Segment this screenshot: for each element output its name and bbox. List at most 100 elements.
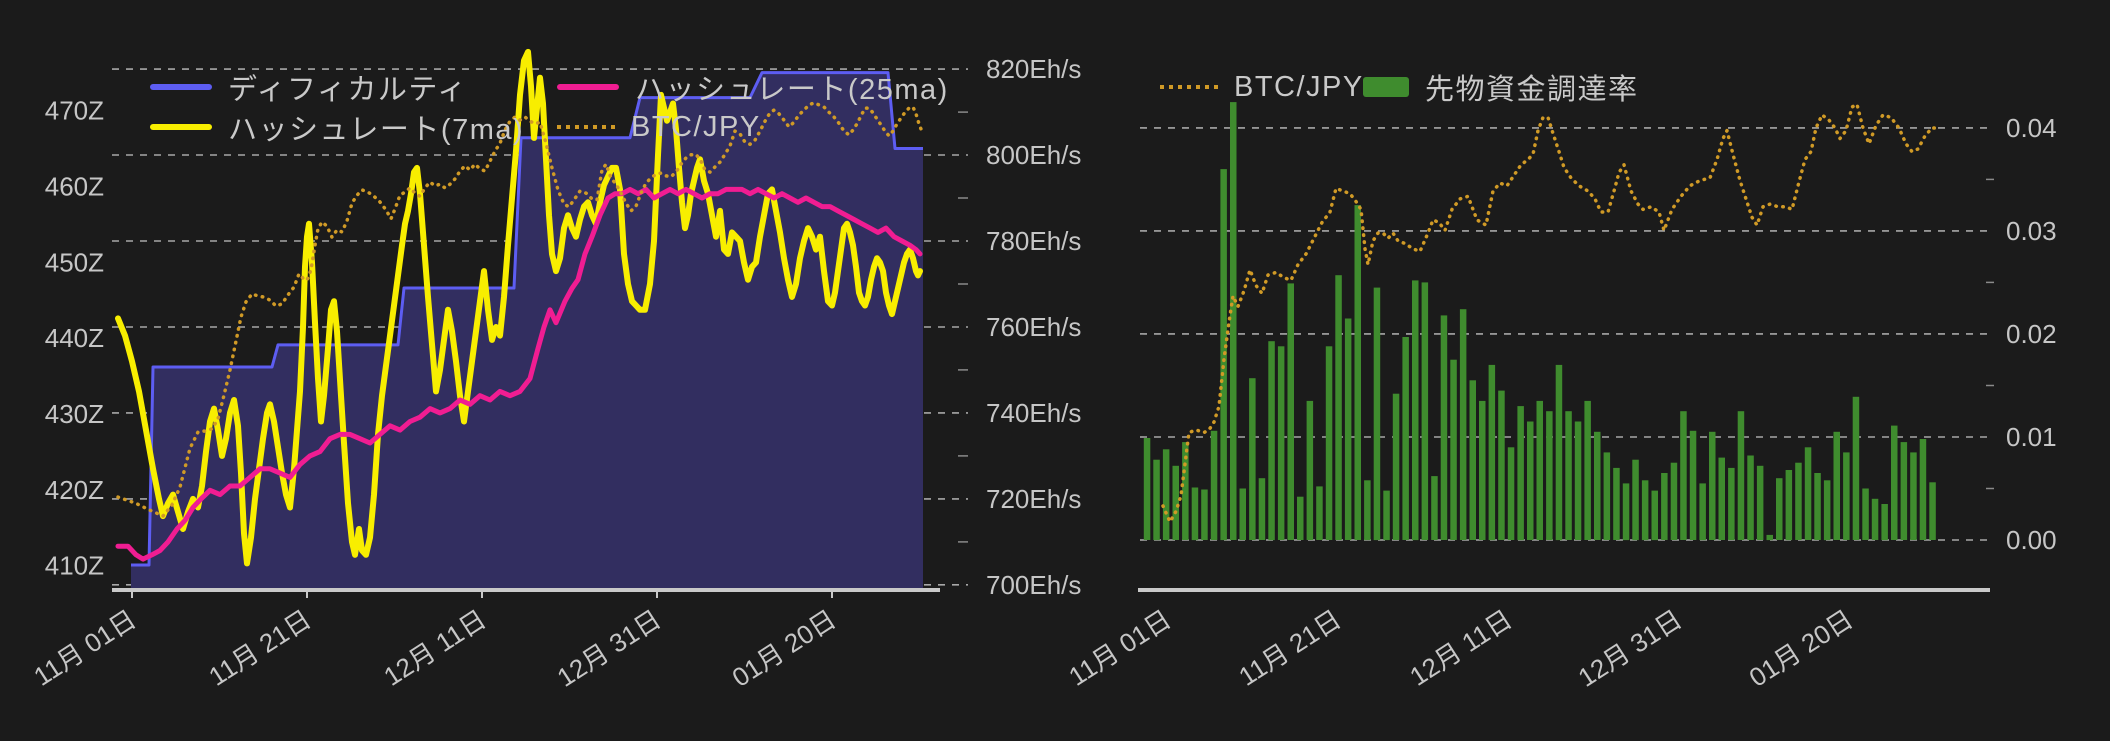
funding-bar [1584,400,1591,540]
x-tick-label: 11月 01日 [28,604,141,692]
funding-bar [1756,465,1764,540]
legend-item-funding-rate[interactable]: 先物資金調達率 [1363,70,1639,106]
legend-label-difficulty: ディフィカルティ [228,74,468,106]
funding-bar [1929,482,1936,540]
funding-bar [1498,390,1505,540]
y-tick-label: 440Z [45,323,104,353]
funding-bar [1776,478,1783,540]
funding-bar [1316,486,1323,540]
funding-bar [1843,452,1850,540]
y-tick-label: 0.03 [2006,216,2057,246]
funding-bar [1172,465,1179,540]
funding-bar [1517,406,1524,541]
legend-item-hashrate-25ma[interactable]: ハッシュレート(25ma) [557,70,949,106]
funding-bar [1162,449,1170,540]
funding-bar [1354,205,1361,540]
y-tick-label: 820Eh/s [986,54,1081,84]
y-tick-label: 430Z [45,399,104,429]
funding-bar [1555,364,1563,541]
x-tick-label: 11月 21日 [1233,604,1346,692]
legend-item-hashrate-7ma[interactable]: ハッシュレート(7ma) [150,110,524,146]
legend-label-btcjpy-left: BTC/JPY [631,110,761,143]
legend-label-hashrate-25ma: ハッシュレート(25ma) [635,74,949,106]
funding-bar [1823,480,1831,541]
y-tick-label: 780Eh/s [986,226,1081,256]
funding-bar [1699,483,1706,541]
funding-bar [1153,459,1160,541]
funding-bar [1641,480,1649,541]
funding-bar [1287,283,1294,540]
funding-bar [1402,337,1409,540]
funding-bar [1833,431,1840,540]
legend-label-hashrate-7ma: ハッシュレート(7ma) [228,114,525,146]
x-tick-label: 11月 21日 [203,604,316,692]
funding-bar [1546,411,1553,540]
funding-bar [1459,309,1467,540]
hashrate-25ma-line-swatch [557,84,619,90]
funding-bar [1488,364,1496,541]
legend-label-funding-rate: 先物資金調達率 [1425,74,1639,106]
y-tick-label: 450Z [45,247,104,277]
funding-bar [1383,490,1390,541]
funding-bar [1661,473,1668,540]
y-tick-label: 460Z [45,171,104,201]
funding-bar [1230,102,1237,540]
funding-bar [1613,467,1620,540]
x-tick-label: 12月 31日 [1573,604,1688,693]
funding-bar [1689,430,1697,540]
funding-bar [1814,473,1821,540]
funding-bar [1900,442,1908,540]
funding-bar [1709,431,1716,540]
funding-bar [1306,400,1314,540]
funding-bar [1421,282,1429,540]
funding-bar [1766,534,1773,541]
funding-bar [1392,393,1400,540]
y-tick-label: 0.02 [2006,319,2057,349]
x-tick-label: 12月 11日 [1404,604,1517,692]
funding-bar [1737,411,1745,540]
funding-rate-plot: 11月 01日 11月 21日 12月 11日 12月 31日 01月 20日 0.04 0… [1063,102,2057,693]
funding-rate-bars [1143,102,1936,541]
funding-bar [1670,462,1678,540]
y-tick-label: 760Eh/s [986,312,1081,342]
y-tick-label: 420Z [45,475,104,505]
series-line-btcjpy [116,101,923,518]
funding-bar [1364,480,1371,541]
series-line-btcjpy [1161,102,1940,524]
difficulty-hashrate-plot: 11月 01日 11月 21日 12月 11日 12月 31日 01月 20日 470Z 4… [28,48,1081,693]
legend-item-difficulty[interactable]: ディフィカルティ [150,70,468,106]
funding-bar [1210,430,1218,540]
funding-bar [1795,462,1802,540]
legend-item-btcjpy-left[interactable]: BTC/JPY [557,110,761,144]
funding-bar [1910,452,1917,540]
y-tick-label: 740Eh/s [986,398,1081,428]
legend-item-btcjpy-right[interactable]: BTC/JPY [1160,70,1364,104]
funding-bar [1431,476,1438,540]
funding-bar [1507,447,1515,540]
funding-rate-rect-swatch [1363,77,1409,97]
funding-bar [1804,447,1812,540]
x-tick-label: 01月 20日 [727,604,842,693]
funding-bar [1594,431,1601,540]
funding-bar [1440,315,1448,540]
series-line-hashrate [115,186,923,562]
funding-bar [1852,396,1860,540]
funding-bar [1182,442,1189,540]
x-tick-label: 12月 31日 [552,604,667,693]
y-tick-label: 700Eh/s [986,570,1081,600]
funding-bar [1728,467,1735,540]
funding-bar [1373,287,1381,541]
funding-bar [1527,421,1534,540]
funding-bar [1862,488,1869,540]
difficulty-line-swatch [150,84,212,90]
funding-bar [1277,346,1285,540]
funding-bar [1785,470,1793,541]
funding-bar [1469,380,1476,540]
funding-bar [1412,280,1419,541]
funding-bar [1871,498,1879,540]
funding-bar [1344,318,1352,540]
x-tick-label: 11月 01日 [1063,604,1176,692]
y-tick-label: 410Z [45,551,104,581]
funding-bar [1201,489,1208,540]
y-tick-label: 800Eh/s [986,140,1081,170]
